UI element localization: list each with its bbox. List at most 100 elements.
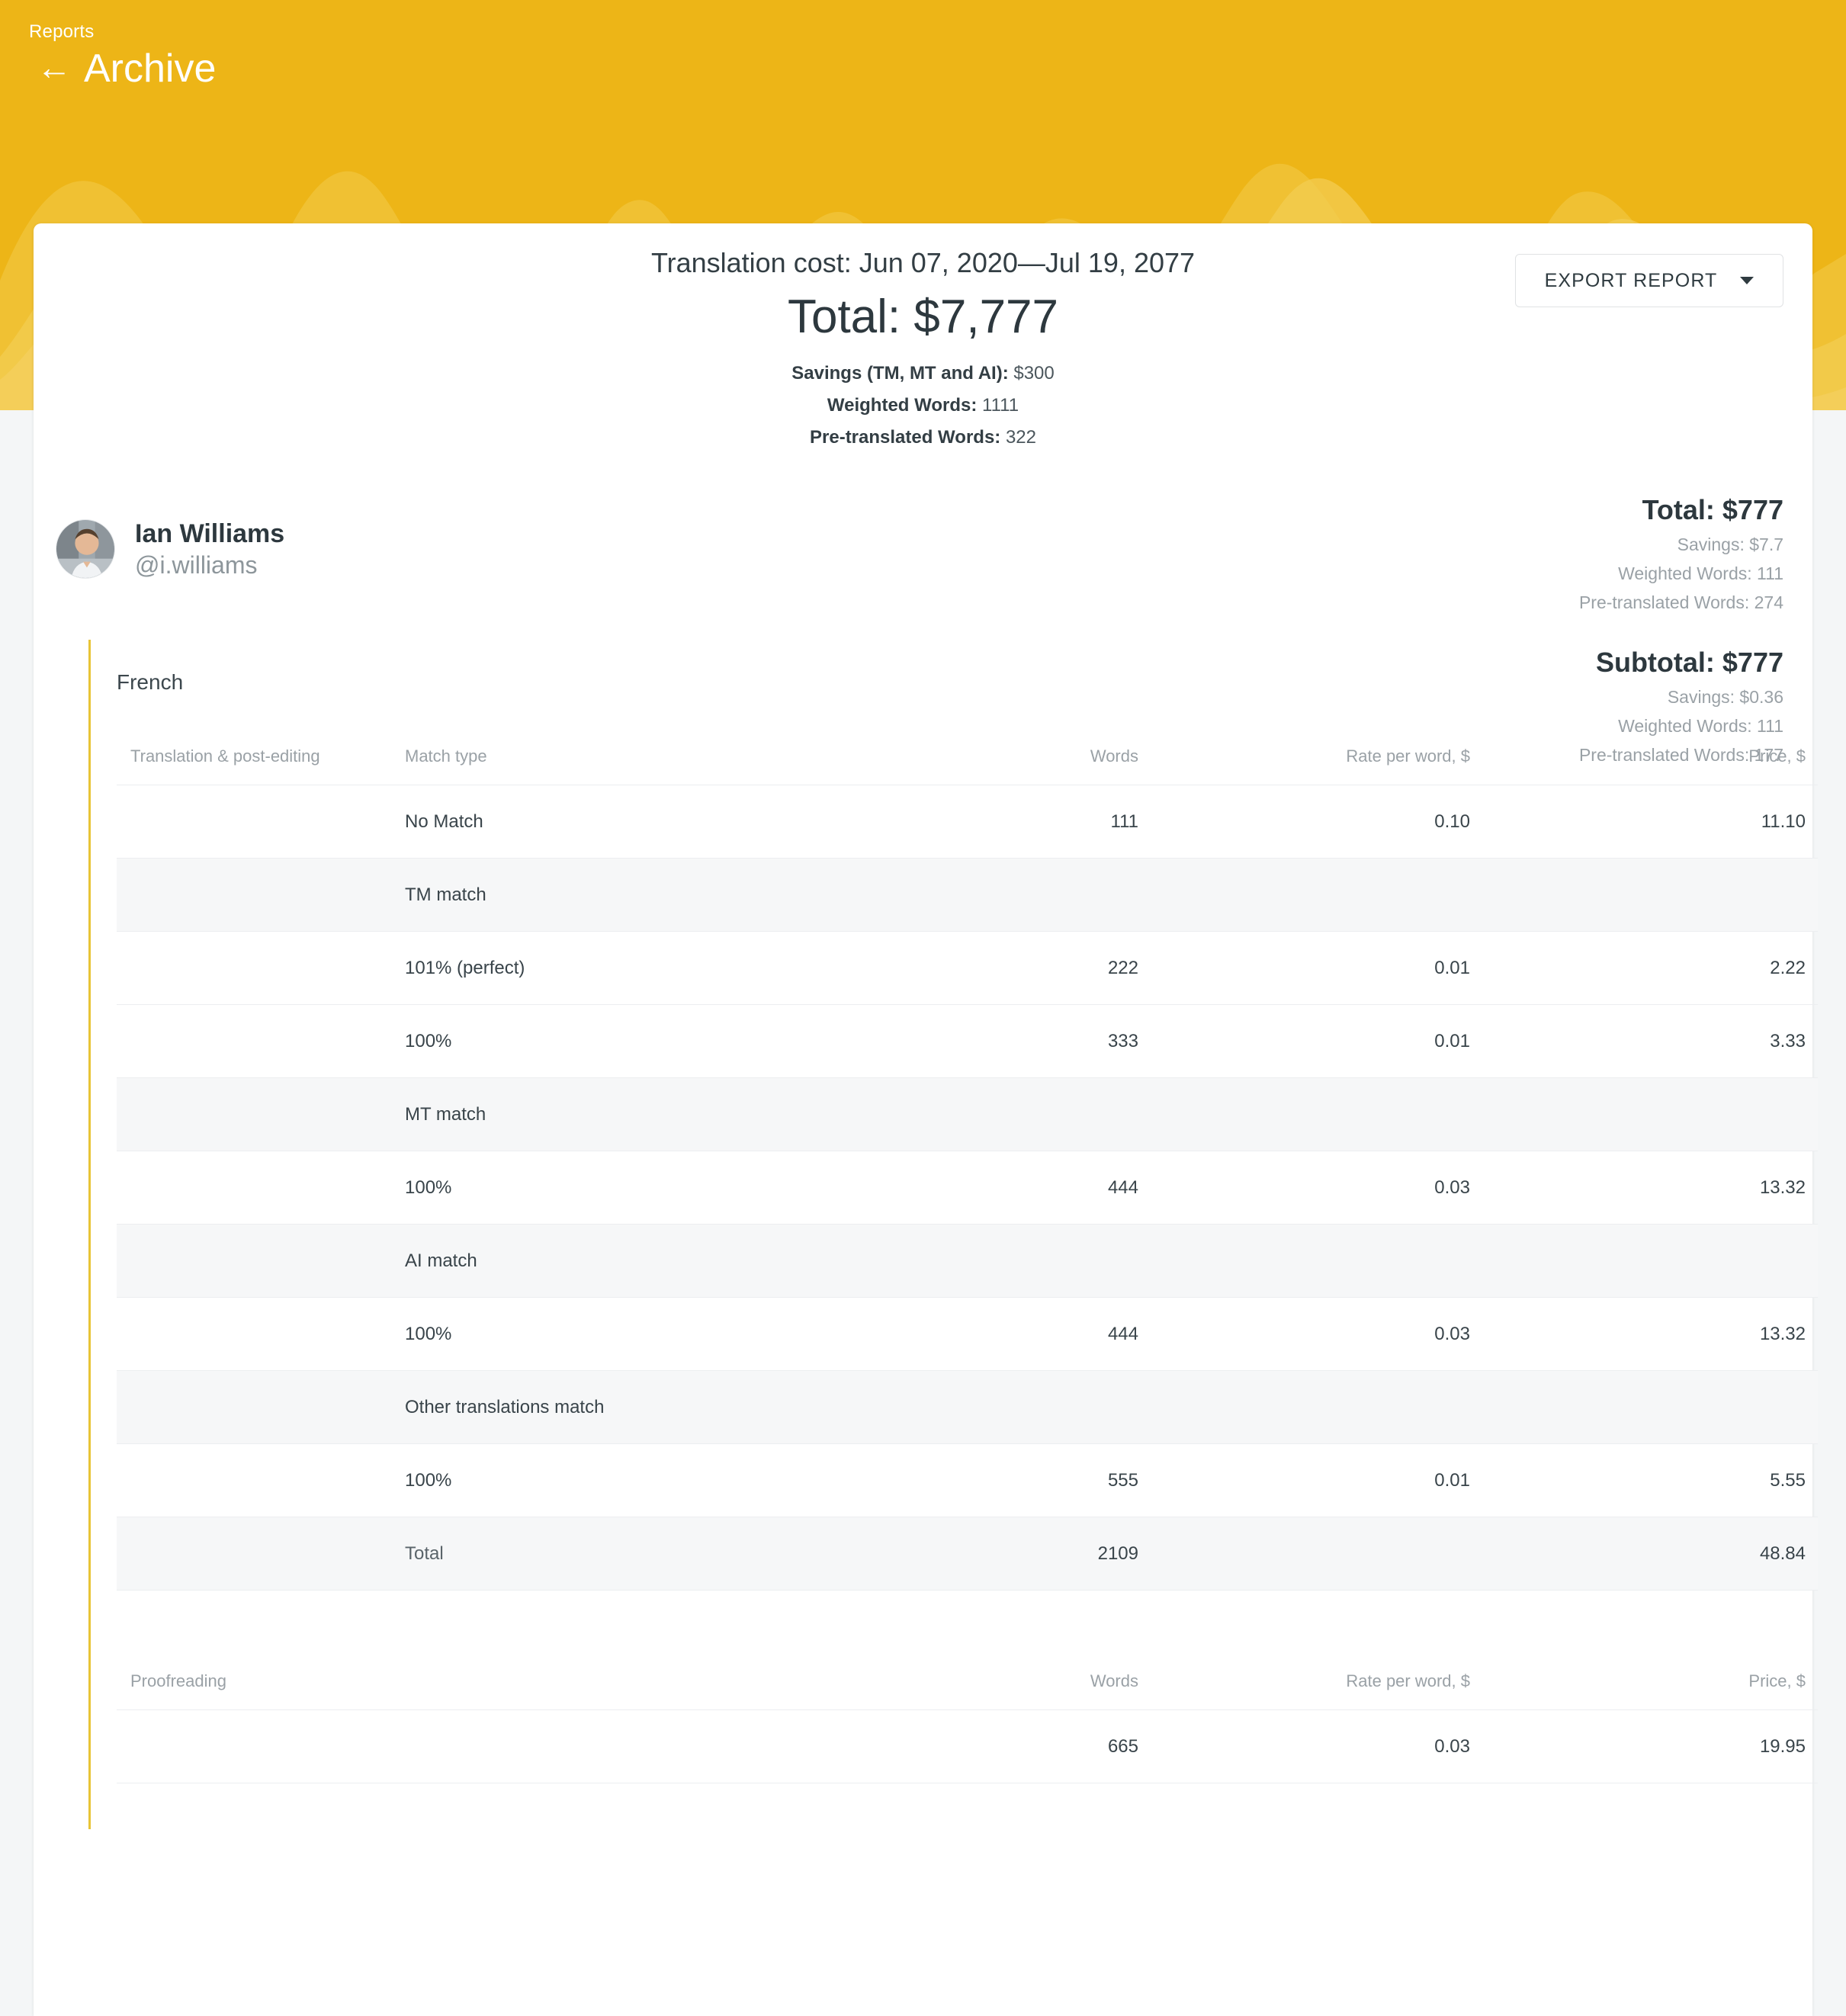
th-match-type: Match type bbox=[405, 746, 851, 785]
cell-words: 111 bbox=[851, 785, 1151, 859]
cell-section-spacer bbox=[117, 1517, 405, 1591]
user-total: Total: $777 bbox=[1642, 494, 1783, 525]
cell-label: Total bbox=[405, 1517, 851, 1591]
cell-section-spacer bbox=[117, 1443, 405, 1517]
user-subtotal: Subtotal: $777 bbox=[1595, 647, 1783, 678]
cell-price: 13.32 bbox=[1482, 1297, 1818, 1371]
summary-weighted-label: Weighted Words: bbox=[827, 395, 978, 416]
cell-words bbox=[851, 858, 1151, 932]
cell-label: TM match bbox=[405, 858, 851, 932]
summary-pretranslated-label: Pre-translated Words: bbox=[810, 427, 1001, 448]
translation-table-body: No Match 111 0.10 11.10 TM match 101% (perfec… bbox=[117, 785, 1818, 1591]
cell-words bbox=[851, 1370, 1151, 1444]
proofreading-table: Proofreading Words Rate per word, $ Pric… bbox=[117, 1671, 1818, 1783]
summary-weighted: Weighted Words: 1111 bbox=[34, 390, 1812, 422]
cell-price bbox=[1482, 858, 1818, 932]
chevron-down-icon bbox=[1740, 277, 1755, 284]
cell-section-spacer bbox=[117, 1004, 405, 1078]
language-section: French Translation & post-editing Match … bbox=[88, 640, 1818, 1829]
cell-price bbox=[1482, 1224, 1818, 1298]
cell-words bbox=[851, 1224, 1151, 1298]
cell-label: 100% bbox=[405, 1297, 851, 1371]
th-translation-section: Translation & post-editing bbox=[117, 746, 405, 785]
cell-words: 222 bbox=[851, 931, 1151, 1005]
cell-rate: 0.03 bbox=[1151, 1709, 1482, 1783]
table-row: 101% (perfect) 222 0.01 2.22 bbox=[117, 931, 1818, 1005]
user-handle: @i.williams bbox=[135, 551, 258, 579]
cell-price: 2.22 bbox=[1482, 931, 1818, 1005]
cell-section-spacer bbox=[117, 1370, 405, 1444]
th-price: Price, $ bbox=[1482, 746, 1818, 785]
proofreading-table-header-row: Proofreading Words Rate per word, $ Pric… bbox=[117, 1671, 1818, 1710]
cell-price: 19.95 bbox=[1482, 1709, 1818, 1783]
table-row: 100% 444 0.03 13.32 bbox=[117, 1297, 1818, 1371]
summary-savings: Savings (TM, MT and AI): $300 bbox=[34, 358, 1812, 390]
export-report-label: EXPORT REPORT bbox=[1544, 269, 1718, 291]
cell-rate: 0.03 bbox=[1151, 1297, 1482, 1371]
cell-section-spacer bbox=[117, 1151, 405, 1225]
cell-label: 101% (perfect) bbox=[405, 931, 851, 1005]
th-proofreading-spacer bbox=[405, 1671, 851, 1710]
cell-price bbox=[1482, 1077, 1818, 1151]
cell-words: 665 bbox=[851, 1709, 1151, 1783]
table-total-row: Total 2109 48.84 bbox=[117, 1517, 1818, 1591]
cell-rate bbox=[1151, 1224, 1482, 1298]
user-subtotal-savings: Savings: $0.36 bbox=[1667, 687, 1783, 707]
user-pretranslated-words: Pre-translated Words: 274 bbox=[1578, 592, 1783, 612]
cell-rate: 0.01 bbox=[1151, 931, 1482, 1005]
translation-table: Translation & post-editing Match type Wo… bbox=[117, 746, 1818, 1591]
language-name: French bbox=[117, 670, 184, 694]
cell-words: 444 bbox=[851, 1151, 1151, 1225]
user-savings: Savings: $7.7 bbox=[1677, 534, 1783, 554]
table-group-row: AI match bbox=[117, 1224, 1818, 1298]
cell-section-spacer bbox=[117, 858, 405, 932]
cell-section-spacer bbox=[117, 1297, 405, 1371]
summary-savings-value: $300 bbox=[1013, 363, 1055, 384]
th-words: Words bbox=[851, 746, 1151, 785]
page-title: ← Archive bbox=[37, 46, 216, 91]
cell-label: 100% bbox=[405, 1004, 851, 1078]
table-row: No Match 111 0.10 11.10 bbox=[117, 785, 1818, 859]
report-header: EXPORT REPORT Translation cost: Jun 07, … bbox=[34, 223, 1812, 518]
cell-label: AI match bbox=[405, 1224, 851, 1298]
summary-savings-label: Savings (TM, MT and AI): bbox=[791, 363, 1009, 384]
th-proofreading-price: Price, $ bbox=[1482, 1671, 1818, 1710]
report-summary: Savings (TM, MT and AI): $300 Weighted W… bbox=[34, 358, 1812, 454]
table-group-row: MT match bbox=[117, 1077, 1818, 1151]
cell-price: 13.32 bbox=[1482, 1151, 1818, 1225]
summary-pretranslated-value: 322 bbox=[1005, 427, 1036, 448]
cell-words: 2109 bbox=[851, 1517, 1151, 1591]
cell-words bbox=[851, 1077, 1151, 1151]
th-rate: Rate per word, $ bbox=[1151, 746, 1482, 785]
cell-rate: 0.10 bbox=[1151, 785, 1482, 859]
cell-label: 100% bbox=[405, 1151, 851, 1225]
translation-table-header-row: Translation & post-editing Match type Wo… bbox=[117, 746, 1818, 785]
cell-section-spacer bbox=[117, 931, 405, 1005]
cell-label: Other translations match bbox=[405, 1370, 851, 1444]
user-info[interactable]: Ian Williams @i.williams bbox=[56, 518, 284, 580]
cell-rate: 0.03 bbox=[1151, 1151, 1482, 1225]
cell-label bbox=[405, 1709, 851, 1783]
cell-section-spacer bbox=[117, 1077, 405, 1151]
cell-words: 333 bbox=[851, 1004, 1151, 1078]
export-report-button[interactable]: EXPORT REPORT bbox=[1515, 254, 1783, 307]
th-proofreading-section: Proofreading bbox=[117, 1671, 405, 1710]
cell-price: 5.55 bbox=[1482, 1443, 1818, 1517]
cell-rate: 0.01 bbox=[1151, 1443, 1482, 1517]
report-title: Translation cost: Jun 07, 2020—Jul 19, 2… bbox=[650, 247, 1196, 278]
user-section: Ian Williams @i.williams Total: $777 Sav… bbox=[34, 494, 1812, 765]
breadcrumb[interactable]: Reports bbox=[29, 21, 95, 42]
cell-section-spacer bbox=[117, 785, 405, 859]
avatar-photo bbox=[56, 520, 114, 578]
cell-label: No Match bbox=[405, 785, 851, 859]
summary-pretranslated: Pre-translated Words: 322 bbox=[34, 422, 1812, 454]
user-subtotal-weighted-words: Weighted Words: 111 bbox=[1618, 716, 1783, 736]
cell-rate bbox=[1151, 1517, 1482, 1591]
table-row: 100% 333 0.01 3.33 bbox=[117, 1004, 1818, 1078]
table-row: 100% 555 0.01 5.55 bbox=[117, 1443, 1818, 1517]
table-row: 100% 444 0.03 13.32 bbox=[117, 1151, 1818, 1225]
user-weighted-words: Weighted Words: 111 bbox=[1618, 563, 1783, 583]
back-arrow-icon[interactable]: ← bbox=[37, 47, 72, 87]
cell-rate bbox=[1151, 1370, 1482, 1444]
cell-section-spacer bbox=[117, 1224, 405, 1298]
